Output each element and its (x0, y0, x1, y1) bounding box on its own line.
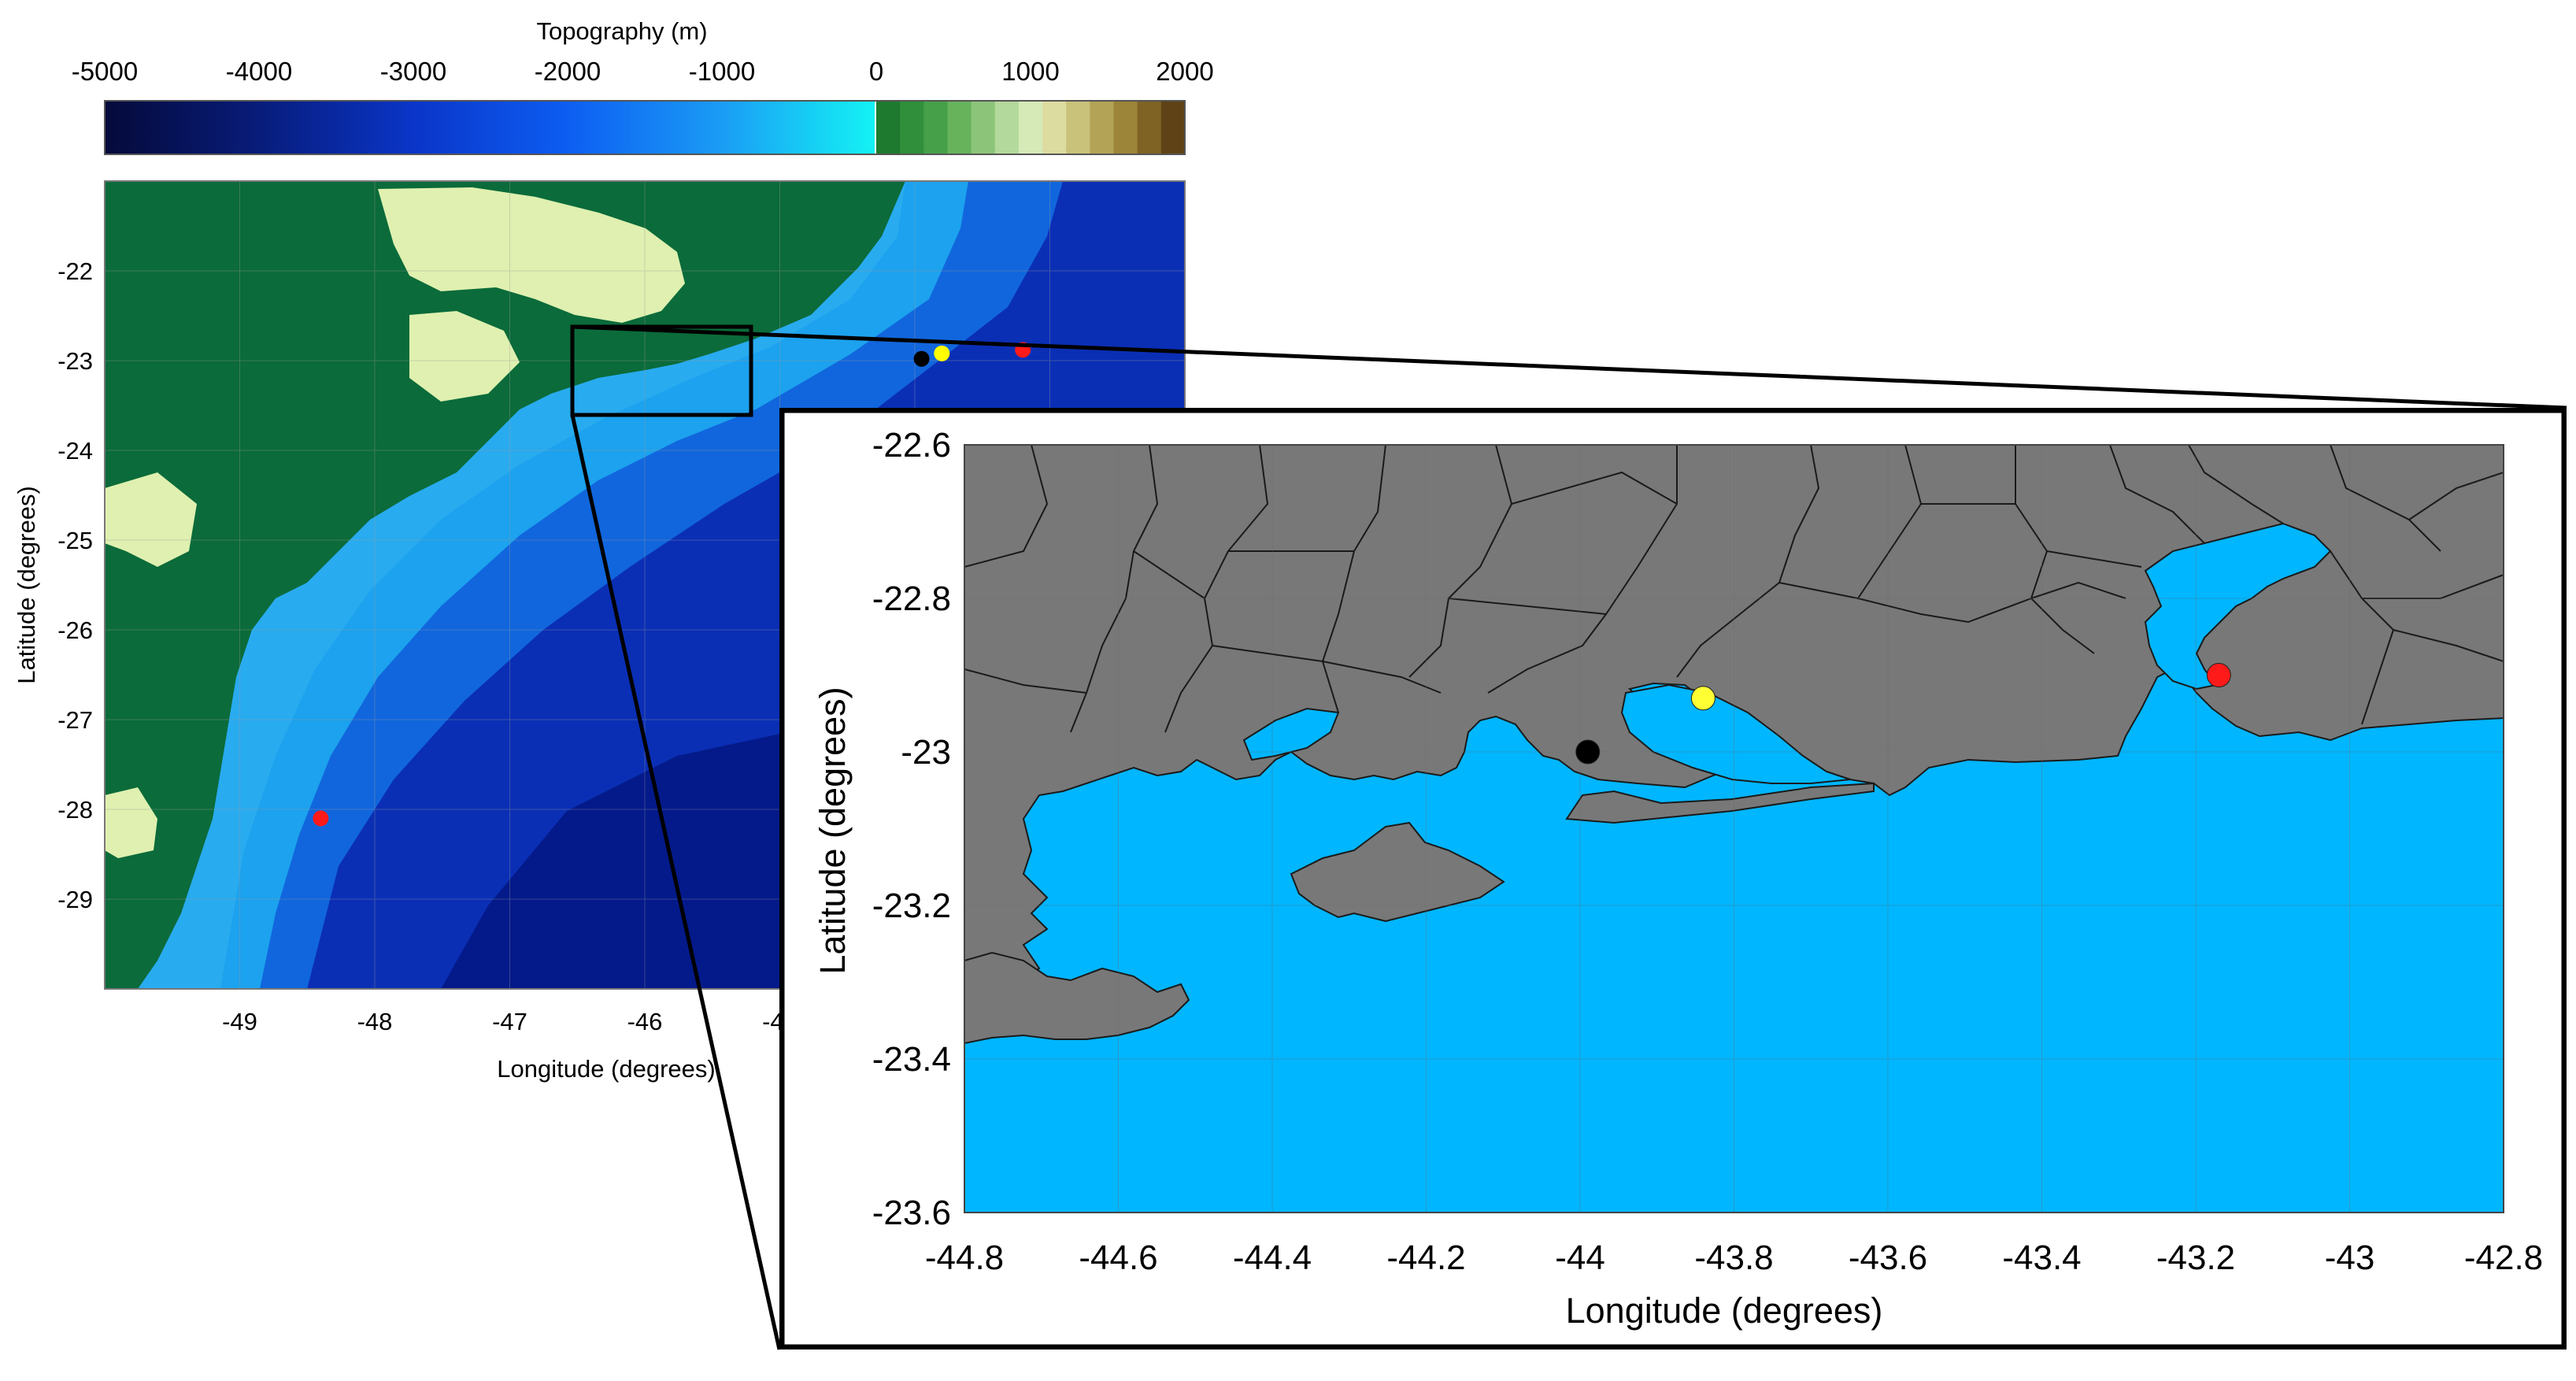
colorbar-frame (104, 100, 1186, 155)
overview-y-label: Latitude (degrees) (13, 486, 40, 684)
connector-bottom (570, 414, 782, 1350)
red-station-2-marker (313, 810, 329, 827)
overview-y-tick-label: -28 (57, 796, 93, 824)
highland-3 (105, 472, 197, 567)
inset-y-tick-label: -23.6 (872, 1194, 951, 1232)
inset-plot-frame (964, 444, 2504, 1213)
overview-x-label: Longitude (degrees) (497, 1055, 715, 1083)
overview-y-tick-label: -22 (57, 257, 93, 285)
colorbar-tick-label: -4000 (226, 57, 292, 86)
colorbar-tick-label: -5000 (72, 57, 138, 86)
overview-y-tick-label: -24 (57, 437, 93, 465)
overview-y-tick-label: -23 (57, 347, 93, 375)
overview-y-tick-label: -25 (57, 527, 93, 554)
peninsula-south (964, 951, 1190, 1045)
inset-grid (964, 445, 2504, 1213)
inset-y-tick-label: -22.8 (872, 579, 951, 618)
inset-y-ticks: -22.6 -22.8 -23 -23.2 -23.4 -23.6 (872, 426, 951, 1232)
continent-land (105, 181, 905, 989)
inset-y-tick-label: -22.6 (872, 426, 951, 465)
connector-top (572, 324, 2567, 410)
inset-x-tick-label: -44.2 (1386, 1238, 1465, 1277)
colorbar-title: Topography (m) (536, 17, 707, 45)
highland-1 (378, 187, 685, 323)
marambaia-restinga (1565, 782, 1875, 824)
overview-x-tick-label: -46 (627, 1008, 663, 1035)
highland-2 (409, 311, 520, 402)
colorbar-tick-label: -3000 (380, 57, 446, 86)
colorbar-land-step (1090, 101, 1115, 154)
overview-y-ticks: -22 -23 -24 -25 -26 -27 -28 -29 (57, 257, 93, 913)
overview-y-tick-label: -26 (57, 616, 93, 644)
colorbar-land-step (900, 101, 924, 154)
overview-x-tick-label: -49 (222, 1008, 257, 1035)
colorbar: Topography (m) -5000 -4000 -3000 -2000 -1000… (72, 17, 1214, 155)
colorbar-sea-gradient (105, 101, 875, 154)
colorbar-land-step (947, 101, 972, 154)
inset-map: -44.8 -44.6 -44.4 -44.2 -44 -43.8 -43.6 -43.4 -4… (779, 408, 2567, 1350)
inset-y-label: Latitude (degrees) (812, 687, 853, 974)
inset-x-tick-label: -43.6 (1849, 1238, 1927, 1277)
colorbar-land-step (994, 101, 1020, 154)
red-station-marker (2206, 663, 2231, 687)
ilha-grande (1290, 821, 1505, 923)
colorbar-land-step (1066, 101, 1090, 154)
colorbar-land-step (1113, 101, 1138, 154)
colorbar-land-step (876, 101, 901, 154)
inset-x-tick-label: -44 (1555, 1238, 1605, 1277)
colorbar-land-step (1042, 101, 1067, 154)
yellow-station-marker (1690, 686, 1715, 711)
colorbar-tick-label: 2000 (1156, 57, 1213, 86)
sepetiba-bay (1620, 683, 1851, 784)
inset-x-tick-label: -43.8 (1694, 1238, 1773, 1277)
colorbar-land-step (1160, 101, 1186, 154)
colorbar-land-step (971, 101, 996, 154)
inset-y-tick-label: -23.4 (872, 1040, 951, 1079)
inset-x-ticks: -44.8 -44.6 -44.4 -44.2 -44 -43.8 -43.6 -43.4 -4… (925, 1238, 2543, 1277)
colorbar-tick-label: 1000 (1001, 57, 1059, 86)
inset-points (1575, 663, 2231, 765)
overview-x-tick-label: -48 (357, 1008, 393, 1035)
colorbar-tick-label: -1000 (689, 57, 755, 86)
inset-x-tick-label: -43.4 (2002, 1238, 2081, 1277)
inset-x-tick-label: -44.6 (1079, 1238, 1157, 1277)
colorbar-land-step (923, 101, 948, 154)
inset-x-label: Longitude (degrees) (1566, 1290, 1883, 1331)
inset-mainland (964, 445, 2504, 1041)
black-station-marker (913, 350, 930, 367)
zoom-box (570, 324, 753, 417)
colorbar-tick-labels: -5000 -4000 -3000 -2000 -1000 0 1000 2000 (72, 57, 1214, 86)
highland-4 (105, 787, 157, 858)
ilha-grande-bay (1242, 707, 1340, 761)
colorbar-tick-label: 0 (869, 57, 883, 86)
colorbar-tick-label: -2000 (535, 57, 601, 86)
overview-y-tick-label: -27 (57, 706, 93, 734)
inset-x-tick-label: -44.8 (925, 1238, 1004, 1277)
yellow-station-marker (934, 345, 950, 361)
inset-y-tick-label: -23.2 (872, 887, 951, 925)
colorbar-land-steps (876, 101, 1186, 154)
overview-y-tick-label: -29 (57, 886, 93, 913)
inset-x-tick-label: -42.8 (2464, 1238, 2543, 1277)
inset-x-tick-label: -43.2 (2156, 1238, 2235, 1277)
municipal-borders (964, 445, 2504, 733)
inset-x-tick-label: -43 (2325, 1238, 2375, 1277)
black-station-marker (1575, 739, 1601, 765)
colorbar-land-step (1018, 101, 1043, 154)
overview-x-tick-label: -47 (492, 1008, 527, 1035)
inset-y-tick-label: -23 (901, 733, 951, 772)
inset-x-tick-label: -44.4 (1233, 1238, 1312, 1277)
colorbar-land-step (1137, 101, 1162, 154)
